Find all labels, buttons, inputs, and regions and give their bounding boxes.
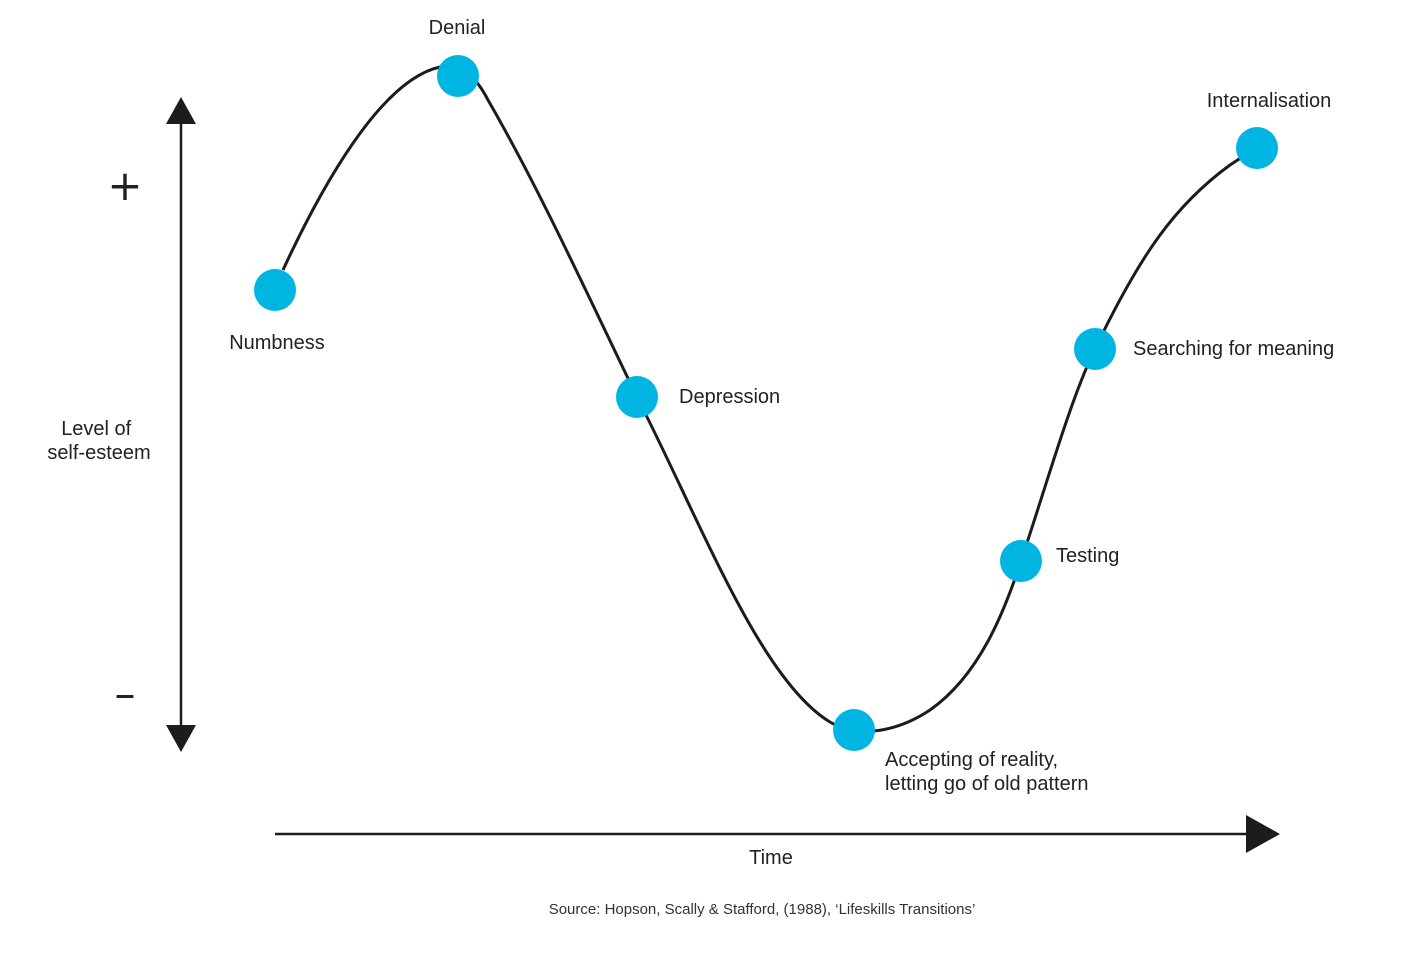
stage-label-accepting-line: letting go of old pattern xyxy=(885,773,1088,795)
y-axis-up-arrowhead xyxy=(166,97,196,124)
stage-marker-accepting xyxy=(833,709,875,751)
y-axis-plus-sign: + xyxy=(107,161,142,210)
stage-label-searching: Searching for meaning xyxy=(1133,338,1334,360)
stage-marker-denial xyxy=(437,55,479,97)
stage-label-depression: Depression xyxy=(679,386,780,408)
stage-label-accepting: Accepting of reality, letting go of old … xyxy=(885,749,1088,795)
stage-marker-numbness xyxy=(254,269,296,311)
stage-label-denial: Denial xyxy=(429,17,486,39)
stage-markers xyxy=(254,55,1278,751)
x-axis-label: Time xyxy=(749,847,793,869)
stage-label-testing: Testing xyxy=(1056,545,1119,567)
stage-marker-internalisation xyxy=(1236,127,1278,169)
y-axis-label-line: self-esteem xyxy=(47,442,150,464)
stage-labels: Numbness Denial Depression Accepting of … xyxy=(229,17,1334,795)
y-axis-down-arrowhead xyxy=(166,725,196,752)
stage-label-internalisation: Internalisation xyxy=(1207,90,1332,112)
x-axis-arrowhead xyxy=(1246,815,1280,853)
source-citation: Source: Hopson, Scally & Stafford, (1988… xyxy=(549,901,976,918)
x-axis: Time xyxy=(275,815,1280,869)
stage-marker-searching xyxy=(1074,328,1116,370)
stage-marker-testing xyxy=(1000,540,1042,582)
stage-label-numbness: Numbness xyxy=(229,332,325,354)
y-axis-label-line: Level of xyxy=(61,418,131,440)
stage-label-accepting-line: Accepting of reality, xyxy=(885,749,1058,771)
stage-marker-depression xyxy=(616,376,658,418)
y-axis-label: Level of self-esteem xyxy=(47,418,150,464)
y-axis-minus-sign: – xyxy=(115,669,136,718)
y-axis: + – Level of self-esteem xyxy=(47,97,196,752)
